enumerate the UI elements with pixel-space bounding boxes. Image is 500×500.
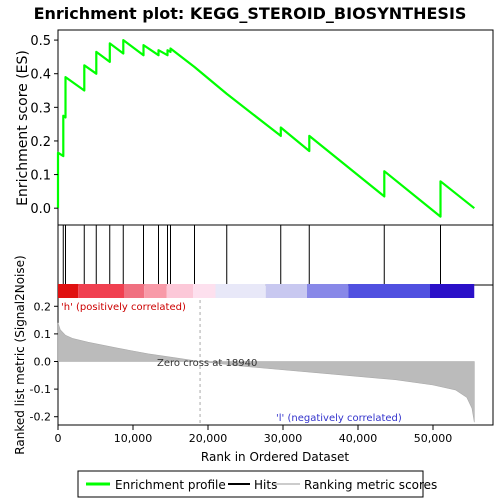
legend-box bbox=[77, 470, 424, 498]
es-axis-label: Enrichment score (ES) bbox=[15, 50, 31, 206]
metric-y-tick-label: -0.1 bbox=[30, 383, 51, 396]
x-tick-label: 40,000 bbox=[339, 432, 378, 445]
color-bar-segment bbox=[430, 284, 475, 298]
x-axis-label: Rank in Ordered Dataset bbox=[201, 450, 349, 464]
legend-label-metric: Ranking metric scores bbox=[304, 478, 437, 492]
color-bar-segment bbox=[166, 284, 193, 298]
axes-layer: 0.0 0.1 0.2 0.3 0.4 0.5 -0.2 -0.1 0.0 0.1 0.2 0 10,0… bbox=[30, 34, 453, 445]
color-bar bbox=[58, 284, 475, 298]
color-bar-segment bbox=[265, 284, 307, 298]
es-y-tick-label: 0.1 bbox=[30, 169, 51, 184]
hits-panel bbox=[57, 224, 494, 286]
zero-cross-label: Zero cross at 18940 bbox=[157, 358, 257, 369]
color-bar-segment bbox=[124, 284, 145, 298]
metric-y-tick-label: 0.1 bbox=[34, 328, 52, 341]
x-tick-label: 50,000 bbox=[414, 432, 453, 445]
enrichment-layer bbox=[56, 38, 475, 218]
es-y-tick-label: 0.3 bbox=[30, 101, 51, 116]
metric-layer bbox=[57, 300, 475, 424]
es-y-tick-label: 0.4 bbox=[30, 68, 51, 83]
x-tick-label: 20,000 bbox=[189, 432, 228, 445]
color-bar-segment bbox=[307, 284, 349, 298]
es-y-tick-label: 0.0 bbox=[30, 202, 51, 217]
hits-layer bbox=[62, 225, 441, 284]
metric-y-tick-label: 0.2 bbox=[34, 300, 52, 313]
enrichment-panel bbox=[57, 29, 494, 226]
color-bar-segment bbox=[215, 284, 266, 298]
x-tick-label: 10,000 bbox=[114, 432, 153, 445]
metric-axis-label: Ranked list metric (Signal2Noise) bbox=[13, 255, 27, 454]
metric-y-tick-label: 0.0 bbox=[34, 356, 52, 369]
metric-y-tick-label: -0.2 bbox=[30, 411, 51, 424]
es-y-tick-label: 0.5 bbox=[30, 34, 51, 49]
color-bar-segment bbox=[58, 284, 79, 298]
metric-area bbox=[57, 322, 475, 423]
legend: Enrichment profile Hits Ranking metric s… bbox=[77, 470, 437, 498]
color-bar-segment bbox=[78, 284, 124, 298]
color-bar-segment bbox=[348, 284, 430, 298]
negative-correlation-label: 'l' (negatively correlated) bbox=[276, 413, 402, 424]
positive-correlation-label: 'h' (positively correlated) bbox=[61, 302, 186, 313]
color-bar-segment bbox=[144, 284, 167, 298]
legend-label-enrichment: Enrichment profile bbox=[115, 478, 226, 492]
legend-label-hits: Hits bbox=[254, 478, 277, 492]
es-y-tick-label: 0.2 bbox=[30, 135, 51, 150]
color-bar-segment bbox=[193, 284, 216, 298]
enrichment-profile-line bbox=[56, 38, 475, 218]
x-tick-label: 0 bbox=[55, 432, 62, 445]
chart-title: Enrichment plot: KEGG_STEROID_BIOSYNTHES… bbox=[34, 4, 467, 23]
x-tick-label: 30,000 bbox=[264, 432, 303, 445]
